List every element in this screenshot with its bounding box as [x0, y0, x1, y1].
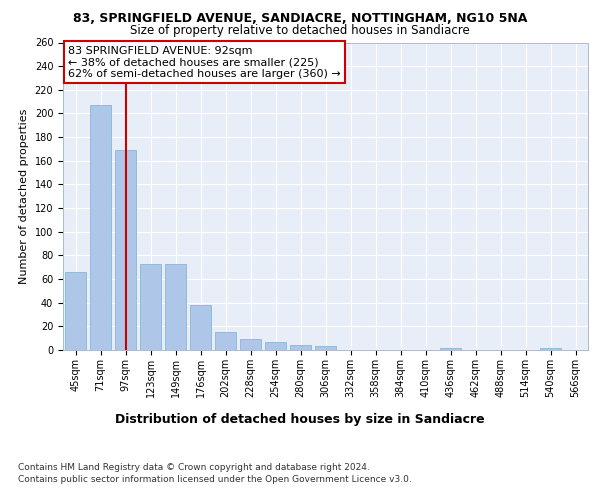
Bar: [215, 332, 236, 350]
Text: Contains HM Land Registry data © Crown copyright and database right 2024.: Contains HM Land Registry data © Crown c…: [18, 462, 370, 471]
Bar: [65, 272, 86, 350]
Bar: [190, 305, 211, 350]
Bar: [265, 342, 286, 350]
Text: Contains public sector information licensed under the Open Government Licence v3: Contains public sector information licen…: [18, 475, 412, 484]
Bar: [140, 264, 161, 350]
Y-axis label: Number of detached properties: Number of detached properties: [19, 108, 29, 284]
Bar: [90, 105, 111, 350]
Bar: [165, 264, 186, 350]
Bar: [440, 348, 461, 350]
Text: 83 SPRINGFIELD AVENUE: 92sqm
← 38% of detached houses are smaller (225)
62% of s: 83 SPRINGFIELD AVENUE: 92sqm ← 38% of de…: [68, 46, 341, 79]
Bar: [290, 346, 311, 350]
Bar: [115, 150, 136, 350]
Text: Distribution of detached houses by size in Sandiacre: Distribution of detached houses by size …: [115, 412, 485, 426]
Bar: [315, 346, 336, 350]
Text: 83, SPRINGFIELD AVENUE, SANDIACRE, NOTTINGHAM, NG10 5NA: 83, SPRINGFIELD AVENUE, SANDIACRE, NOTTI…: [73, 12, 527, 26]
Bar: [540, 348, 561, 350]
Text: Size of property relative to detached houses in Sandiacre: Size of property relative to detached ho…: [130, 24, 470, 37]
Bar: [240, 340, 261, 350]
